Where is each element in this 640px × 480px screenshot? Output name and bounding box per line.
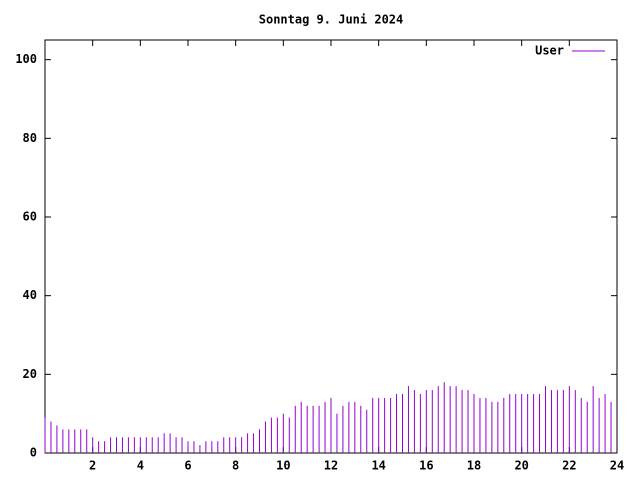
y-tick-label: 80 xyxy=(23,131,37,145)
legend-label: User xyxy=(535,44,564,58)
y-tick-label: 100 xyxy=(15,52,37,66)
y-tick-label: 20 xyxy=(23,367,37,381)
plot-frame xyxy=(44,39,618,454)
x-tick-label: 18 xyxy=(467,459,481,473)
x-tick-label: 10 xyxy=(276,459,290,473)
x-tick-label: 8 xyxy=(232,459,239,473)
x-tick-label: 14 xyxy=(371,459,385,473)
x-tick-label: 22 xyxy=(562,459,576,473)
x-tick-label: 20 xyxy=(514,459,528,473)
chart-title: Sonntag 9. Juni 2024 xyxy=(259,13,404,27)
x-tick-label: 2 xyxy=(89,459,96,473)
x-tick-label: 12 xyxy=(324,459,338,473)
x-tick-label: 4 xyxy=(137,459,144,473)
x-tick-label: 24 xyxy=(610,459,624,473)
x-tick-label: 16 xyxy=(419,459,433,473)
y-tick-label: 0 xyxy=(30,446,37,460)
y-tick-label: 40 xyxy=(23,288,37,302)
x-tick-label: 6 xyxy=(184,459,191,473)
y-tick-label: 60 xyxy=(23,210,37,224)
